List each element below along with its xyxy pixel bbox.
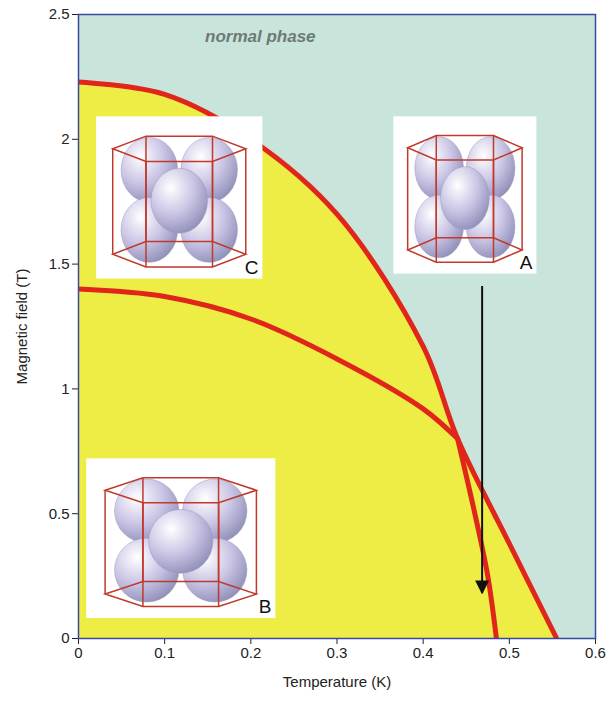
svg-text:2: 2: [61, 130, 69, 147]
svg-text:0.1: 0.1: [154, 644, 175, 661]
svg-text:A: A: [520, 252, 533, 273]
svg-text:0.5: 0.5: [49, 505, 70, 522]
svg-text:Temperature (K): Temperature (K): [283, 673, 391, 690]
svg-text:0.2: 0.2: [240, 644, 261, 661]
svg-text:0.4: 0.4: [413, 644, 434, 661]
svg-text:0.6: 0.6: [585, 644, 606, 661]
svg-text:0: 0: [74, 644, 82, 661]
svg-text:1.5: 1.5: [49, 255, 70, 272]
svg-text:1: 1: [61, 380, 69, 397]
svg-text:normal phase: normal phase: [205, 27, 316, 46]
svg-text:C: C: [245, 257, 259, 278]
svg-text:B: B: [259, 596, 272, 617]
svg-text:0: 0: [61, 629, 69, 646]
svg-text:0.5: 0.5: [499, 644, 520, 661]
svg-text:Magnetic field (T): Magnetic field (T): [13, 269, 30, 385]
svg-text:0.3: 0.3: [327, 644, 348, 661]
svg-text:2.5: 2.5: [49, 5, 70, 22]
